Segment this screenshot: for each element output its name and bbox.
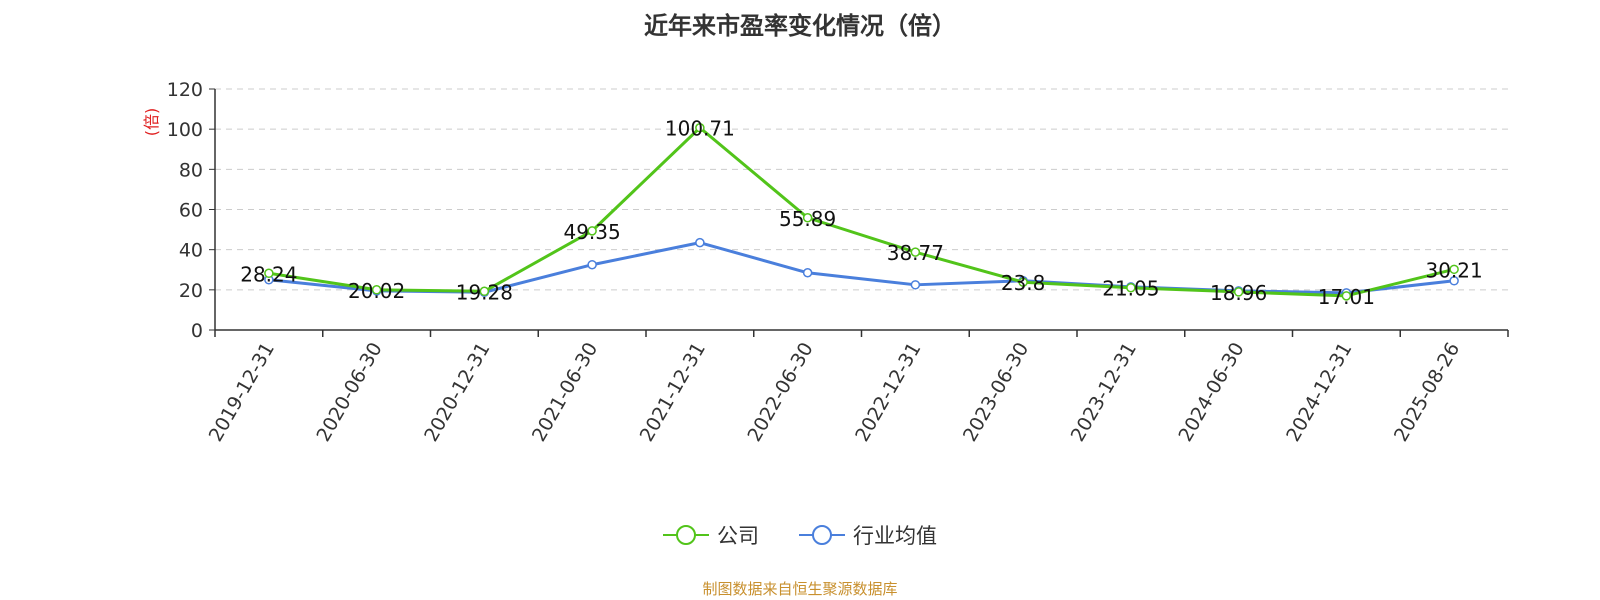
company-point — [910, 247, 921, 257]
chart-title: 近年来市盈率变化情况（倍） — [644, 12, 956, 40]
y-tick-label: 100 — [167, 119, 203, 141]
series-line-industry — [268, 241, 1455, 295]
company-point — [695, 122, 705, 133]
legend-item-industry[interactable]: 行业均值 — [799, 520, 937, 550]
x-tick-label: 2023-06-30 — [959, 339, 1033, 446]
industry-point — [1449, 276, 1459, 286]
data-label: 23.8 — [1001, 271, 1046, 295]
x-tick-label: 2021-06-30 — [528, 339, 602, 446]
company-point — [371, 285, 382, 295]
x-tick-label: 2020-06-30 — [312, 339, 386, 446]
legend-company-swatch-icon — [663, 525, 709, 545]
x-tick-label: 2021-12-31 — [636, 339, 710, 446]
series-layer — [264, 122, 1459, 301]
data-label: 38.77 — [887, 241, 944, 265]
y-tick-label: 60 — [179, 200, 203, 222]
company-point — [802, 213, 813, 223]
data-label: 19.28 — [456, 280, 513, 304]
y-tick-label: 80 — [179, 159, 203, 181]
x-tick-label: 2019-12-31 — [205, 339, 279, 446]
company-point — [1126, 282, 1136, 293]
x-tick-label: 2020-12-31 — [420, 339, 494, 446]
x-tick-label: 2022-06-30 — [743, 339, 817, 446]
data-labels: 28.24 20.02 19.28 49.35 100.71 55.89 38.77 23.8… — [240, 117, 1483, 309]
y-tick-label: 0 — [191, 320, 203, 342]
y-tick-label: 120 — [167, 79, 203, 101]
industry-point — [587, 259, 597, 270]
grid-lines — [215, 88, 1508, 291]
data-label: 49.35 — [563, 220, 620, 244]
y-tick-label: 20 — [179, 280, 203, 302]
data-label: 55.89 — [779, 207, 836, 231]
company-point — [1018, 277, 1028, 287]
data-label: 17.01 — [1318, 285, 1375, 309]
industry-point — [695, 237, 705, 248]
legend: 公司 行业均值 — [0, 520, 1600, 550]
data-label: 30.21 — [1425, 258, 1482, 282]
series-line-company — [268, 126, 1455, 298]
y-axis-label: (倍) — [142, 108, 161, 137]
company-point — [1233, 287, 1244, 297]
legend-industry-swatch-icon — [799, 525, 845, 545]
company-point — [1449, 264, 1459, 275]
x-tick-label: 2024-12-31 — [1282, 339, 1356, 446]
company-point — [264, 268, 274, 279]
company-point — [1341, 291, 1352, 301]
x-tick-label: 2023-12-31 — [1067, 339, 1141, 446]
data-label: 100.71 — [665, 117, 735, 141]
axes: 0 20 40 60 80 100 120 2019-12-31 2020-06-30 2020-… — [167, 79, 1509, 446]
legend-label-company: 公司 — [717, 524, 759, 548]
x-tick-label: 2024-06-30 — [1174, 339, 1248, 446]
industry-point — [802, 268, 813, 278]
y-tick-label: 40 — [179, 240, 203, 262]
source-note: 制图数据来自恒生聚源数据库 — [702, 580, 898, 598]
industry-point — [910, 280, 921, 290]
company-point — [587, 226, 597, 236]
data-label: 21.05 — [1102, 277, 1159, 301]
legend-label-industry: 行业均值 — [853, 524, 937, 548]
x-tick-label: 2022-12-31 — [851, 339, 925, 446]
legend-item-company[interactable]: 公司 — [663, 520, 759, 550]
company-point — [479, 286, 490, 297]
x-tick-label: 2025-08-26 — [1390, 339, 1464, 446]
data-label: 20.02 — [348, 279, 405, 303]
data-label: 18.96 — [1210, 281, 1267, 305]
data-label: 28.24 — [240, 262, 297, 286]
